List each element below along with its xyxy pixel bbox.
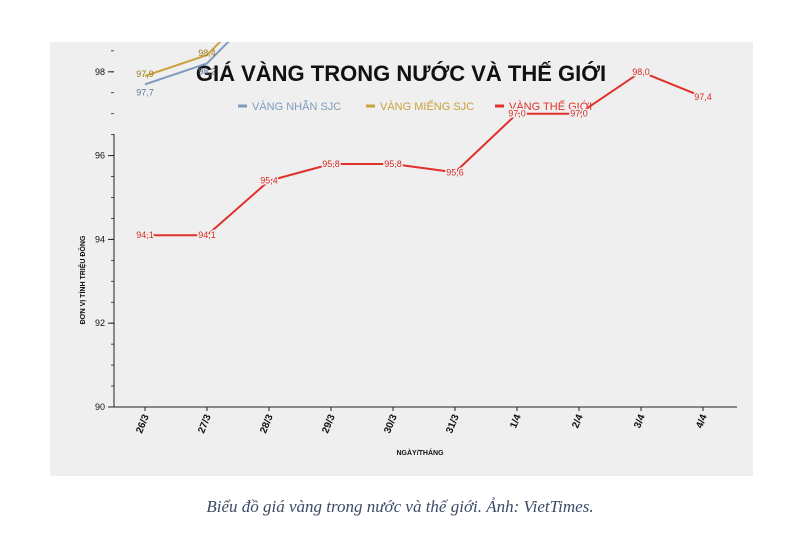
y-tick-label: 90 bbox=[95, 402, 105, 412]
x-tick-label: 3/4 bbox=[632, 413, 648, 430]
x-tick-label: 2/4 bbox=[570, 413, 586, 430]
data-label: 98,0 bbox=[632, 67, 650, 77]
data-label: 97,9 bbox=[136, 69, 154, 79]
data-label: 95,8 bbox=[384, 159, 402, 169]
legend: VÀNG NHẪN SJC VÀNG MIẾNG SJC VÀNG THẾ GIỚI bbox=[238, 100, 592, 113]
legend-entry: VÀNG THẾ GIỚI bbox=[509, 100, 592, 113]
y-tick-label: 94 bbox=[95, 234, 105, 244]
data-label: 98,4 bbox=[198, 48, 216, 58]
y-tick-label: 92 bbox=[95, 318, 105, 328]
x-tick-label: 4/4 bbox=[694, 413, 710, 430]
data-label: 95,4 bbox=[260, 176, 278, 186]
series-line bbox=[145, 70, 704, 237]
y-tick-label: 98 bbox=[95, 67, 105, 77]
chart-panel: GIÁ VÀNG TRONG NƯỚC VÀ THẾ GIỚI VÀNG NHẪ… bbox=[50, 42, 753, 476]
data-label: 97,0 bbox=[570, 109, 588, 119]
data-label: 98,2 bbox=[198, 66, 216, 76]
data-label: 95,8 bbox=[322, 159, 340, 169]
x-tick-label: 31/3 bbox=[444, 413, 462, 436]
series-layer: 97,798,299,7100,4100,4100,3101,4101,5102… bbox=[135, 42, 713, 242]
y-tick-label: 96 bbox=[95, 151, 105, 161]
data-label: 94,1 bbox=[136, 230, 154, 240]
figure-caption: Biểu đồ giá vàng trong nước và thế giới.… bbox=[206, 497, 594, 516]
data-label: 97,7 bbox=[136, 87, 154, 97]
line-chart: GIÁ VÀNG TRONG NƯỚC VÀ THẾ GIỚI VÀNG NHẪ… bbox=[77, 42, 737, 457]
x-axis-title: NGÀY/THÁNG bbox=[396, 448, 444, 457]
x-tick-label: 28/3 bbox=[258, 413, 276, 436]
data-label: 97,4 bbox=[694, 92, 712, 102]
x-tick-label: 1/4 bbox=[508, 413, 524, 430]
x-tick-label: 29/3 bbox=[320, 413, 338, 436]
axes: 909294969810010226/327/328/329/330/331/3… bbox=[95, 50, 737, 436]
x-tick-label: 30/3 bbox=[382, 413, 400, 436]
x-tick-label: 27/3 bbox=[196, 413, 214, 436]
data-label: 97,0 bbox=[508, 109, 526, 119]
x-tick-label: 26/3 bbox=[134, 413, 152, 436]
y-axis-title: ĐƠN VỊ TÍNH TRIỆU ĐỒNG bbox=[77, 235, 87, 324]
legend-entry: VÀNG MIẾNG SJC bbox=[380, 100, 474, 113]
data-label: 94,1 bbox=[198, 230, 216, 240]
legend-entry: VÀNG NHẪN SJC bbox=[252, 100, 341, 113]
data-label: 95,6 bbox=[446, 167, 464, 177]
chart-title: GIÁ VÀNG TRONG NƯỚC VÀ THẾ GIỚI bbox=[196, 61, 606, 86]
